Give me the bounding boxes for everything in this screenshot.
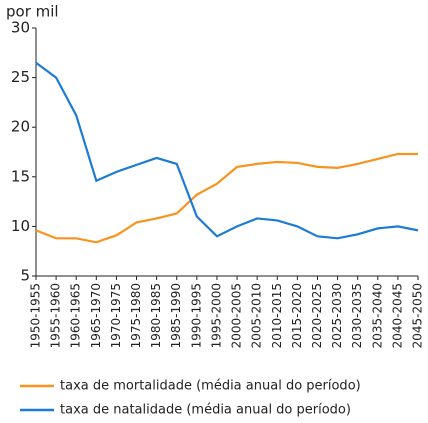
x-tick-label: 2030-2035 [350, 283, 364, 348]
x-tick-label: 1975-1980 [129, 283, 143, 348]
x-tick-label: 1970-1975 [109, 283, 123, 348]
x-tick-label: 1980-1985 [149, 283, 163, 348]
x-tick-label: 2045-2050 [411, 283, 425, 348]
x-tick-label: 2025-2030 [330, 283, 344, 348]
x-tick-label: 1965-1970 [89, 283, 103, 348]
y-tick-label: 25 [11, 68, 30, 86]
x-tick-label: 2035-2040 [370, 283, 384, 348]
x-tick-label: 2040-2045 [390, 283, 404, 348]
legend-label: taxa de mortalidade (média anual do perí… [60, 379, 361, 394]
x-tick-label: 2010-2015 [270, 283, 284, 348]
x-tick-label: 2020-2025 [310, 283, 324, 348]
x-tick-label: 1990-1995 [189, 283, 203, 348]
y-tick-label: 20 [11, 118, 30, 136]
series-line [35, 61, 419, 240]
x-tick-label: 2005-2010 [250, 283, 264, 348]
x-tick-label: 1995-2000 [209, 283, 223, 348]
x-tick-label: 1950-1955 [29, 283, 43, 348]
y-tick-label: 30 [11, 19, 30, 37]
x-tick-label: 1955-1960 [49, 283, 63, 348]
x-tick-label: 2015-2020 [290, 283, 304, 348]
x-tick-label: 1985-1990 [169, 283, 183, 348]
y-tick-label: 5 [20, 267, 30, 285]
y-tick-label: 15 [11, 167, 30, 185]
series-line [35, 152, 418, 244]
x-tick-label: 2000-2005 [230, 283, 244, 348]
y-axis-label: por mil [6, 3, 59, 21]
legend-label: taxa de natalidade (média anual do perío… [60, 403, 351, 418]
x-tick-label: 1960-1965 [69, 283, 83, 348]
y-tick-label: 10 [11, 217, 30, 235]
